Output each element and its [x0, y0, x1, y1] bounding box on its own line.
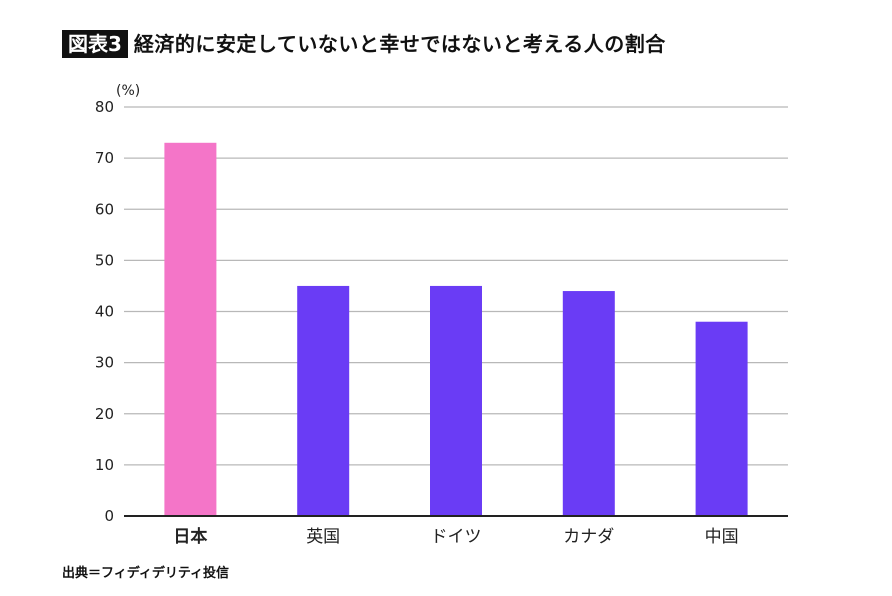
- bar-3: [430, 285, 482, 516]
- y-tick-label-20: 20: [95, 405, 114, 423]
- x-tick-label-2: 英国: [306, 527, 340, 547]
- y-tick-label-70: 70: [95, 149, 114, 167]
- chart-title-row: 図表3 経済的に安定していないと幸せではないと考える人の割合: [62, 30, 666, 58]
- y-tick-label-30: 30: [95, 354, 114, 372]
- y-tick-label-10: 10: [95, 456, 114, 474]
- x-tick-label-3: ドイツ: [431, 527, 482, 547]
- y-tick-label-0: 0: [104, 507, 114, 525]
- bar-4: [562, 291, 615, 516]
- x-tick-label-4: カナダ: [563, 527, 614, 547]
- y-tick-label-60: 60: [95, 200, 114, 218]
- bar-2: [297, 285, 350, 516]
- y-tick-label-80: 80: [95, 98, 114, 116]
- y-tick-label-50: 50: [95, 251, 114, 269]
- chart-title: 経済的に安定していないと幸せではないと考える人の割合: [133, 32, 666, 56]
- bar-5: [695, 321, 748, 516]
- y-tick-label-40: 40: [95, 303, 114, 321]
- x-tick-label-1: 日本: [173, 526, 207, 547]
- bar-1: [164, 142, 217, 516]
- x-tick-label-5: 中国: [705, 527, 739, 547]
- source-note: 出典＝フィディデリティ投信: [62, 566, 230, 581]
- y-unit-label: (%): [116, 83, 140, 99]
- figure-label: 図表3: [62, 30, 128, 58]
